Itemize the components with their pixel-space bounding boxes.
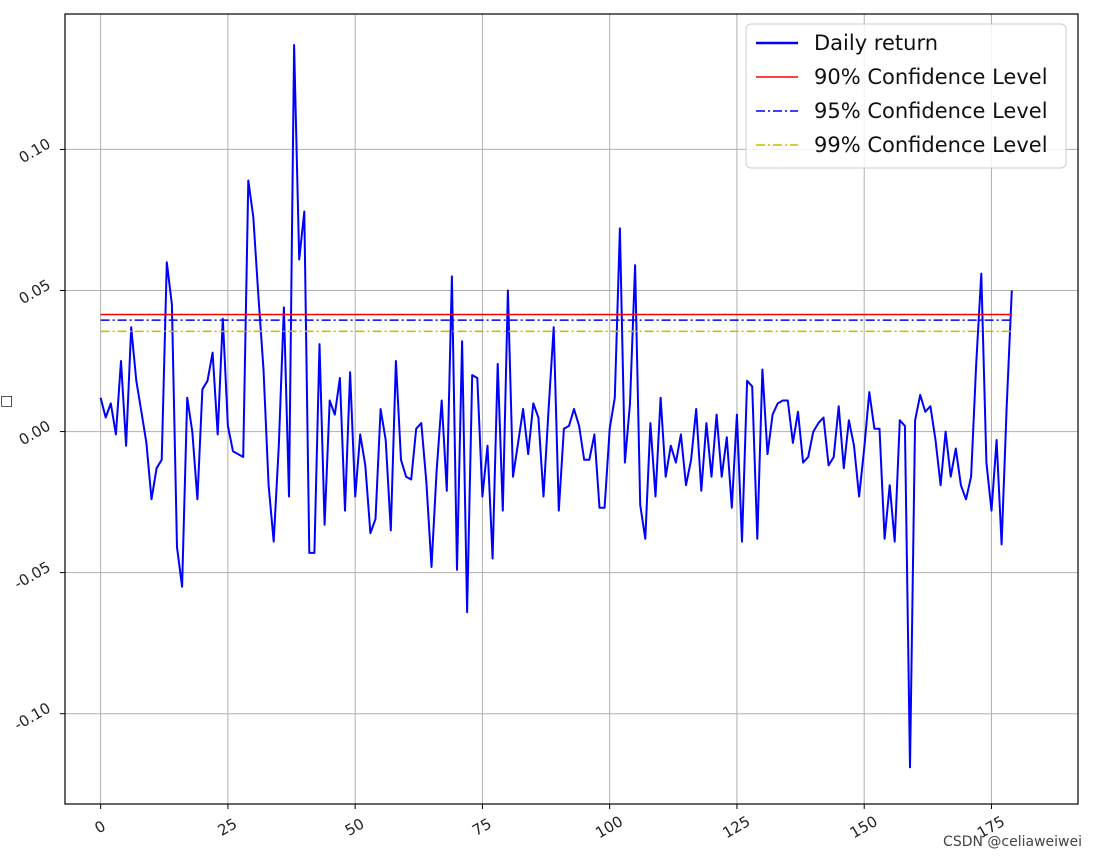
legend-label: 95% Confidence Level bbox=[814, 99, 1048, 123]
series-daily-return-line bbox=[99, 44, 1013, 769]
legend: Daily return 90% Confidence Level 95% Conf… bbox=[745, 23, 1067, 169]
x-tick-label: 0 bbox=[91, 817, 108, 837]
legend-label: Daily return bbox=[814, 31, 938, 55]
legend-box bbox=[745, 23, 1067, 169]
watermark: CSDN @celiaweiwei bbox=[943, 834, 1082, 850]
x-tick-label: 25 bbox=[215, 815, 241, 840]
y-tick-label: 0.10 bbox=[16, 135, 54, 167]
y-tick-label: -0.05 bbox=[11, 558, 54, 593]
series-layer bbox=[99, 44, 1013, 769]
x-tick-label: 100 bbox=[592, 812, 626, 842]
x-tick-label: 150 bbox=[847, 812, 881, 842]
plot-frame bbox=[64, 13, 1079, 805]
legend-label: 90% Confidence Level bbox=[814, 65, 1048, 89]
x-tick-label: 75 bbox=[469, 815, 495, 840]
y-tick-label: -0.10 bbox=[11, 699, 54, 734]
legend-label: 99% Confidence Level bbox=[814, 133, 1048, 157]
ylabel-fragment: □ bbox=[0, 393, 13, 409]
y-tick-label: 0.05 bbox=[16, 276, 54, 308]
x-tick-label: 50 bbox=[342, 815, 368, 840]
x-tick-label: 125 bbox=[720, 812, 754, 842]
y-tick-label: 0.00 bbox=[16, 417, 54, 449]
